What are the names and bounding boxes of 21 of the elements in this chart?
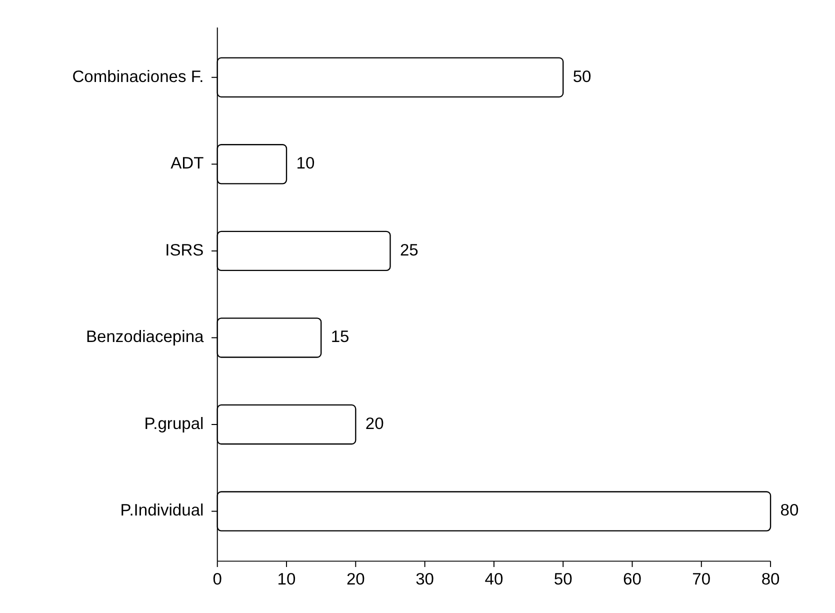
y-tick-label: P.Individual bbox=[120, 500, 204, 520]
x-tick-label: 50 bbox=[554, 570, 572, 589]
y-tick-label: P.grupal bbox=[144, 414, 204, 433]
y-tick-label: ADT bbox=[170, 154, 204, 173]
data-label: 15 bbox=[330, 327, 350, 346]
data-label: 25 bbox=[400, 240, 418, 260]
data-label: 80 bbox=[780, 500, 799, 520]
x-tick-label: 70 bbox=[692, 570, 711, 589]
y-tick-label: Combinaciones F. bbox=[72, 66, 204, 86]
x-tick-label: 10 bbox=[277, 570, 296, 589]
data-label: 10 bbox=[296, 154, 315, 173]
y-tick-label: Benzodiacepina bbox=[86, 327, 205, 346]
x-tick-label: 20 bbox=[346, 570, 365, 589]
x-tick-label: 30 bbox=[416, 570, 434, 589]
data-label: 20 bbox=[365, 414, 384, 433]
x-tick-label: 40 bbox=[484, 570, 504, 589]
x-tick-label: 60 bbox=[623, 570, 642, 589]
x-tick-label: 0 bbox=[212, 570, 222, 589]
data-label: 50 bbox=[572, 66, 592, 86]
y-tick-label: ISRS bbox=[165, 240, 204, 260]
x-tick-label: 80 bbox=[761, 570, 780, 589]
